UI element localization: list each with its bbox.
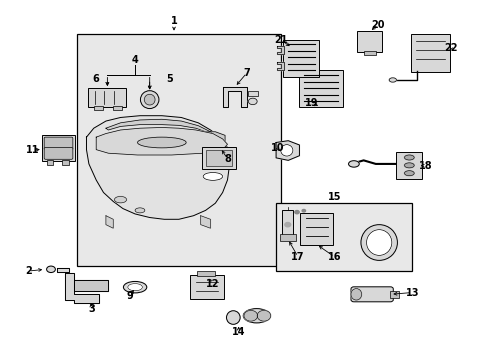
- Bar: [279, 234, 295, 242]
- Text: 3: 3: [88, 303, 95, 314]
- Text: 20: 20: [371, 19, 384, 30]
- Ellipse shape: [404, 163, 413, 168]
- FancyBboxPatch shape: [283, 40, 319, 77]
- Text: 17: 17: [291, 252, 304, 262]
- Bar: [363, 51, 375, 55]
- Ellipse shape: [46, 266, 55, 273]
- Polygon shape: [74, 280, 108, 291]
- Polygon shape: [96, 127, 227, 155]
- Ellipse shape: [123, 282, 146, 293]
- Ellipse shape: [404, 171, 413, 176]
- Ellipse shape: [137, 137, 186, 148]
- Text: 9: 9: [126, 291, 133, 301]
- Ellipse shape: [135, 208, 144, 213]
- Bar: [94, 106, 102, 111]
- Text: 8: 8: [224, 154, 230, 163]
- FancyBboxPatch shape: [299, 70, 342, 108]
- Ellipse shape: [243, 309, 269, 323]
- Polygon shape: [276, 141, 299, 160]
- Ellipse shape: [366, 230, 391, 255]
- Text: 6: 6: [93, 74, 100, 84]
- FancyBboxPatch shape: [395, 152, 422, 179]
- Bar: [77, 33, 281, 266]
- FancyBboxPatch shape: [44, 148, 73, 159]
- FancyBboxPatch shape: [201, 147, 236, 168]
- Text: 15: 15: [327, 192, 341, 202]
- Text: 19: 19: [304, 98, 318, 108]
- Ellipse shape: [302, 210, 305, 212]
- FancyBboxPatch shape: [357, 31, 381, 53]
- Text: 22: 22: [444, 43, 457, 53]
- Polygon shape: [106, 216, 113, 228]
- Bar: [197, 271, 215, 276]
- FancyBboxPatch shape: [41, 135, 75, 161]
- Polygon shape: [106, 119, 217, 139]
- Text: 16: 16: [327, 252, 341, 262]
- Text: 13: 13: [405, 288, 418, 297]
- Polygon shape: [201, 216, 210, 228]
- Ellipse shape: [360, 225, 397, 260]
- Ellipse shape: [203, 172, 222, 180]
- Text: 5: 5: [165, 74, 172, 84]
- FancyBboxPatch shape: [410, 34, 449, 72]
- Text: 18: 18: [418, 161, 431, 171]
- Ellipse shape: [114, 197, 126, 203]
- Text: 10: 10: [270, 143, 284, 153]
- Ellipse shape: [248, 98, 257, 105]
- Polygon shape: [222, 87, 246, 107]
- Ellipse shape: [280, 145, 292, 156]
- FancyBboxPatch shape: [44, 137, 73, 150]
- Ellipse shape: [144, 94, 155, 105]
- Bar: [46, 160, 53, 165]
- Ellipse shape: [226, 311, 240, 324]
- Bar: [282, 210, 292, 239]
- Ellipse shape: [404, 155, 413, 160]
- FancyBboxPatch shape: [189, 275, 224, 299]
- Ellipse shape: [350, 289, 361, 300]
- Ellipse shape: [294, 211, 299, 214]
- Ellipse shape: [257, 310, 270, 321]
- FancyBboxPatch shape: [88, 88, 126, 107]
- Text: 2: 2: [25, 266, 31, 276]
- Polygon shape: [64, 273, 99, 303]
- Ellipse shape: [244, 310, 257, 321]
- FancyBboxPatch shape: [350, 287, 392, 302]
- Text: 4: 4: [131, 55, 138, 65]
- Ellipse shape: [127, 284, 142, 291]
- Polygon shape: [86, 116, 229, 219]
- FancyBboxPatch shape: [300, 213, 333, 246]
- Ellipse shape: [140, 91, 159, 109]
- Bar: [113, 106, 122, 111]
- Text: 11: 11: [26, 145, 40, 155]
- Polygon shape: [103, 132, 224, 148]
- Polygon shape: [276, 62, 284, 70]
- Ellipse shape: [388, 78, 396, 82]
- Text: 12: 12: [206, 279, 219, 289]
- Ellipse shape: [348, 161, 359, 167]
- Text: 14: 14: [231, 327, 245, 337]
- FancyBboxPatch shape: [205, 150, 232, 166]
- Polygon shape: [276, 46, 284, 54]
- Text: 1: 1: [170, 16, 177, 26]
- Bar: [389, 291, 398, 298]
- Bar: [276, 203, 411, 271]
- Text: 21: 21: [274, 35, 287, 45]
- Polygon shape: [57, 267, 69, 272]
- Bar: [62, 160, 69, 165]
- Ellipse shape: [285, 222, 290, 227]
- Text: 7: 7: [243, 68, 250, 78]
- Bar: [247, 91, 257, 96]
